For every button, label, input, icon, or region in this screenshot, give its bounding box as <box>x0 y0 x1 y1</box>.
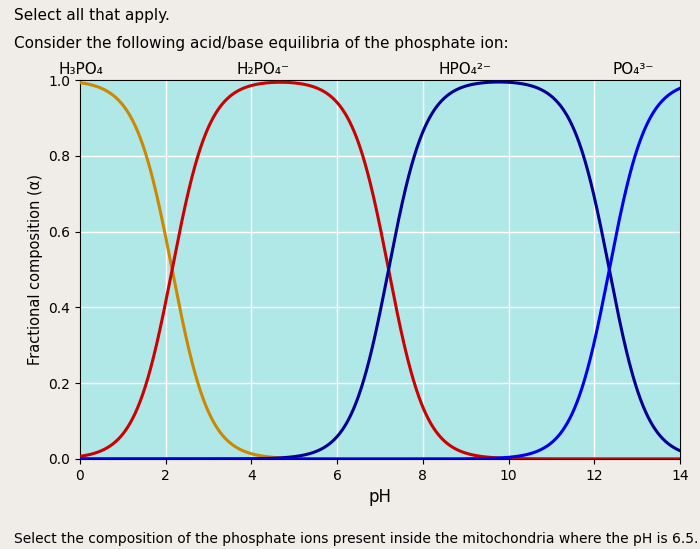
Text: H₃PO₄: H₃PO₄ <box>58 62 103 77</box>
Text: Select the composition of the phosphate ions present inside the mitochondria whe: Select the composition of the phosphate … <box>14 532 699 546</box>
Text: Select all that apply.: Select all that apply. <box>14 8 170 23</box>
Text: H₂PO₄⁻: H₂PO₄⁻ <box>236 62 289 77</box>
X-axis label: pH: pH <box>368 488 391 506</box>
Text: HPO₄²⁻: HPO₄²⁻ <box>439 62 492 77</box>
Y-axis label: Fractional composition (α): Fractional composition (α) <box>28 174 43 365</box>
Text: PO₄³⁻: PO₄³⁻ <box>612 62 654 77</box>
Text: Consider the following acid/base equilibria of the phosphate ion:: Consider the following acid/base equilib… <box>14 36 509 51</box>
